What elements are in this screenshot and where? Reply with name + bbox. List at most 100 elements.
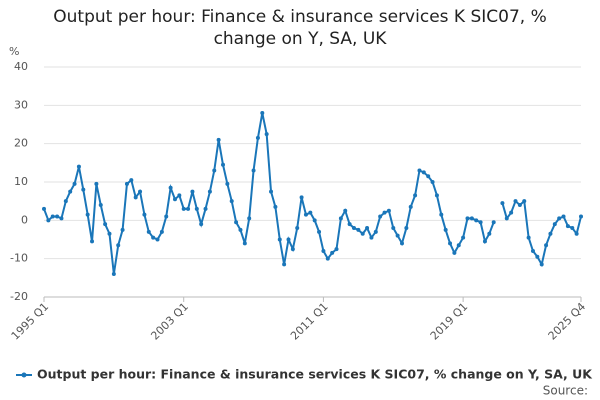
point bbox=[443, 227, 448, 232]
point bbox=[286, 237, 291, 242]
point bbox=[290, 247, 295, 252]
point bbox=[90, 239, 95, 244]
y-unit: % bbox=[9, 45, 19, 58]
point bbox=[386, 208, 391, 213]
point bbox=[391, 226, 396, 230]
point bbox=[439, 212, 444, 217]
point bbox=[68, 189, 73, 194]
point bbox=[181, 206, 186, 211]
point bbox=[426, 174, 431, 179]
point bbox=[299, 195, 304, 200]
point bbox=[552, 222, 557, 227]
point bbox=[321, 249, 326, 253]
point bbox=[216, 137, 221, 142]
point bbox=[103, 222, 108, 227]
x-tick-label: 2011 Q1 bbox=[288, 300, 331, 343]
point bbox=[504, 216, 509, 221]
point bbox=[456, 243, 461, 248]
point bbox=[212, 168, 217, 173]
point bbox=[63, 199, 68, 204]
point bbox=[452, 250, 457, 255]
point bbox=[535, 254, 540, 259]
point bbox=[46, 218, 51, 223]
point bbox=[400, 241, 404, 246]
point bbox=[55, 214, 60, 219]
point bbox=[186, 206, 191, 211]
point bbox=[177, 193, 182, 198]
point bbox=[347, 222, 352, 227]
point bbox=[430, 180, 435, 184]
point bbox=[570, 226, 575, 230]
point bbox=[500, 201, 505, 206]
point bbox=[312, 218, 317, 223]
point bbox=[159, 229, 164, 234]
point bbox=[373, 229, 378, 234]
point bbox=[72, 181, 77, 186]
legend-dot bbox=[21, 372, 27, 378]
point bbox=[544, 243, 549, 248]
point bbox=[395, 233, 400, 238]
point bbox=[517, 203, 522, 207]
point bbox=[408, 204, 413, 209]
point bbox=[482, 239, 487, 244]
point bbox=[369, 235, 374, 240]
y-tick-label: 20 bbox=[14, 137, 28, 150]
point bbox=[378, 214, 383, 219]
point bbox=[338, 216, 343, 221]
point bbox=[548, 231, 553, 236]
point bbox=[234, 220, 239, 225]
point bbox=[491, 220, 496, 225]
point bbox=[334, 247, 339, 252]
point bbox=[356, 227, 361, 232]
point bbox=[360, 231, 365, 236]
point bbox=[539, 262, 544, 267]
x-tick-label: 2025 Q4 bbox=[546, 300, 589, 343]
point bbox=[579, 214, 583, 219]
point bbox=[255, 135, 260, 140]
point bbox=[50, 214, 55, 219]
point bbox=[404, 226, 409, 230]
point bbox=[277, 237, 282, 242]
point bbox=[474, 218, 479, 223]
point bbox=[264, 132, 269, 137]
point bbox=[487, 231, 492, 236]
x-tick-label: 1995 Q1 bbox=[9, 300, 52, 343]
point bbox=[269, 189, 274, 194]
point bbox=[273, 204, 278, 209]
point bbox=[509, 210, 514, 215]
point bbox=[238, 227, 243, 232]
point bbox=[138, 189, 143, 194]
point bbox=[94, 181, 99, 186]
point bbox=[565, 224, 570, 229]
point bbox=[107, 231, 112, 236]
point bbox=[172, 197, 177, 202]
point bbox=[351, 226, 356, 230]
point bbox=[225, 181, 230, 186]
chart-title: Output per hour: Finance & insurance ser… bbox=[53, 7, 547, 49]
point bbox=[465, 216, 470, 221]
point bbox=[146, 229, 151, 234]
point bbox=[199, 222, 204, 227]
point bbox=[295, 226, 300, 230]
point bbox=[116, 243, 121, 248]
point bbox=[133, 195, 138, 200]
y-tick-label: 0 bbox=[21, 213, 28, 226]
x-tick-label: 2019 Q1 bbox=[428, 300, 471, 343]
point bbox=[98, 203, 103, 207]
point bbox=[203, 206, 208, 211]
point bbox=[469, 216, 474, 221]
point bbox=[434, 193, 439, 198]
point bbox=[81, 187, 86, 192]
point bbox=[343, 208, 348, 213]
point bbox=[151, 235, 156, 240]
point bbox=[478, 220, 483, 225]
x-tick-label: 2003 Q1 bbox=[148, 300, 191, 343]
point bbox=[142, 212, 147, 217]
point bbox=[76, 164, 81, 169]
point bbox=[526, 235, 531, 240]
point bbox=[207, 189, 212, 194]
point bbox=[260, 111, 265, 115]
point bbox=[242, 241, 247, 246]
point bbox=[155, 237, 160, 242]
